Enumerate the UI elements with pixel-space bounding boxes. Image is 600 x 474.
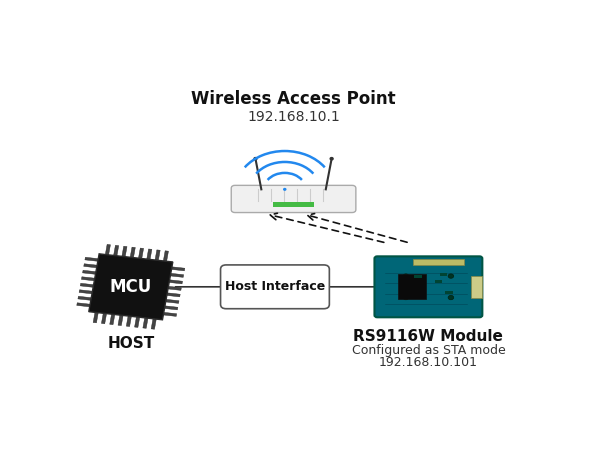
Polygon shape [163,312,176,316]
Polygon shape [82,277,95,281]
FancyBboxPatch shape [374,256,482,317]
FancyBboxPatch shape [398,274,427,299]
Text: MCU: MCU [110,278,152,296]
Polygon shape [143,318,148,328]
Circle shape [284,189,286,190]
Polygon shape [130,247,136,258]
Polygon shape [89,254,173,320]
Polygon shape [85,257,98,261]
Circle shape [448,295,454,300]
Polygon shape [151,319,156,329]
Polygon shape [163,251,169,261]
Polygon shape [106,245,110,255]
FancyBboxPatch shape [231,185,356,212]
Polygon shape [126,316,131,327]
FancyBboxPatch shape [221,265,329,309]
Polygon shape [101,313,107,324]
FancyBboxPatch shape [440,273,448,276]
Polygon shape [147,249,152,259]
Polygon shape [80,283,94,287]
Polygon shape [166,300,179,303]
Polygon shape [168,286,181,291]
Circle shape [403,295,409,300]
Circle shape [330,157,333,160]
Polygon shape [77,303,90,307]
Polygon shape [134,317,140,328]
Circle shape [254,157,257,160]
Text: HOST: HOST [107,336,154,351]
FancyBboxPatch shape [472,275,482,298]
Polygon shape [167,293,180,297]
FancyBboxPatch shape [273,202,314,207]
Circle shape [403,274,409,278]
Polygon shape [169,280,182,284]
FancyBboxPatch shape [435,280,442,283]
Polygon shape [78,296,91,301]
FancyBboxPatch shape [415,275,422,278]
Text: Wireless Access Point: Wireless Access Point [191,90,396,108]
FancyBboxPatch shape [413,258,464,265]
Polygon shape [170,273,184,277]
Polygon shape [155,250,160,260]
Polygon shape [139,248,143,258]
Polygon shape [113,246,119,256]
Text: Configured as STA mode: Configured as STA mode [352,344,505,357]
Circle shape [448,274,454,278]
Polygon shape [110,314,115,325]
Polygon shape [172,267,185,271]
Polygon shape [93,312,98,323]
Polygon shape [84,264,97,268]
Polygon shape [79,290,92,294]
Polygon shape [83,270,96,274]
Text: 192.168.10.1: 192.168.10.1 [247,110,340,124]
Polygon shape [118,315,123,326]
Text: Host Interface: Host Interface [225,280,325,293]
Polygon shape [164,306,178,310]
Text: RS9116W Module: RS9116W Module [353,328,503,344]
Polygon shape [122,246,127,257]
FancyBboxPatch shape [445,291,452,294]
Text: 192.168.10.101: 192.168.10.101 [379,356,478,369]
